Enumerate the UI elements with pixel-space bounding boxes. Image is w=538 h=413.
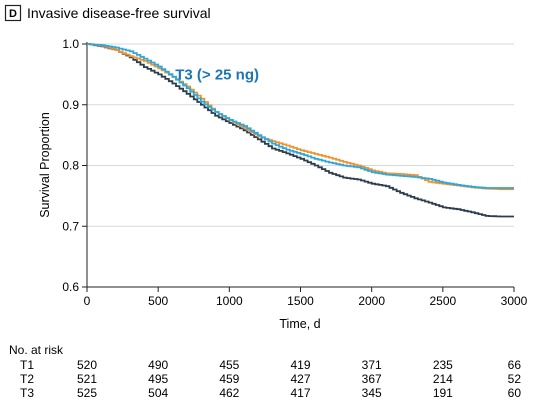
- at-risk-count: 214: [433, 372, 453, 386]
- at-risk-count: 490: [148, 358, 168, 372]
- at-risk-count: 345: [362, 386, 382, 400]
- x-tick-label: 1500: [287, 294, 314, 308]
- at-risk-count: 459: [219, 372, 239, 386]
- at-risk-count: 191: [433, 386, 453, 400]
- y-tick-label: 0.9: [62, 98, 79, 112]
- x-tick-label: 500: [148, 294, 168, 308]
- at-risk-count: 504: [148, 386, 168, 400]
- at-risk-count: 367: [362, 372, 382, 386]
- series-lines: [87, 43, 514, 218]
- x-tick-label: 3000: [501, 294, 528, 308]
- at-risk-heading: No. at risk: [9, 343, 64, 357]
- series-line-t3: [87, 43, 514, 218]
- axis-ticks: 0.6 0.7 0.8 0.9 1.0 0 500 1000 1500 2000 2500 3000: [62, 37, 527, 308]
- series-annotation: T3 (> 25 ng): [175, 66, 259, 83]
- at-risk-count: 60: [508, 386, 522, 400]
- x-tick-label: 0: [84, 294, 91, 308]
- at-risk-row-label: T1: [20, 358, 34, 372]
- at-risk-table: T1 520 490 455 419 371 235 66 T2 521 495 459 427 367 2…: [20, 358, 521, 400]
- at-risk-row-label: T3: [20, 386, 34, 400]
- at-risk-row-label: T2: [20, 372, 34, 386]
- x-axis-label: Time, d: [279, 317, 320, 331]
- y-axis-label: Survival Proportion: [38, 112, 52, 218]
- at-risk-count: 427: [290, 372, 310, 386]
- panel-letter-box: [4, 4, 22, 22]
- at-risk-count: 521: [77, 372, 97, 386]
- at-risk-count: 419: [290, 358, 310, 372]
- chart-title: Invasive disease-free survival: [27, 5, 211, 21]
- at-risk-count: 52: [508, 372, 522, 386]
- y-tick-label: 0.7: [62, 219, 79, 233]
- grid-lines: [87, 43, 514, 227]
- panel-letter: D: [9, 8, 17, 20]
- at-risk-count: 371: [362, 358, 382, 372]
- y-tick-label: 0.8: [62, 159, 79, 173]
- series-line-t1: [87, 43, 514, 191]
- at-risk-count: 525: [77, 386, 97, 400]
- y-tick-label: 0.6: [62, 280, 79, 294]
- at-risk-count: 417: [290, 386, 310, 400]
- series-line-t2: [87, 43, 514, 189]
- at-risk-count: 462: [219, 386, 239, 400]
- y-tick-label: 1.0: [62, 37, 79, 51]
- at-risk-count: 455: [219, 358, 239, 372]
- x-tick-label: 1000: [216, 294, 243, 308]
- at-risk-count: 235: [433, 358, 453, 372]
- at-risk-count: 495: [148, 372, 168, 386]
- at-risk-count: 520: [77, 358, 97, 372]
- x-tick-label: 2000: [358, 294, 385, 308]
- at-risk-count: 66: [508, 358, 522, 372]
- x-tick-label: 2500: [429, 294, 456, 308]
